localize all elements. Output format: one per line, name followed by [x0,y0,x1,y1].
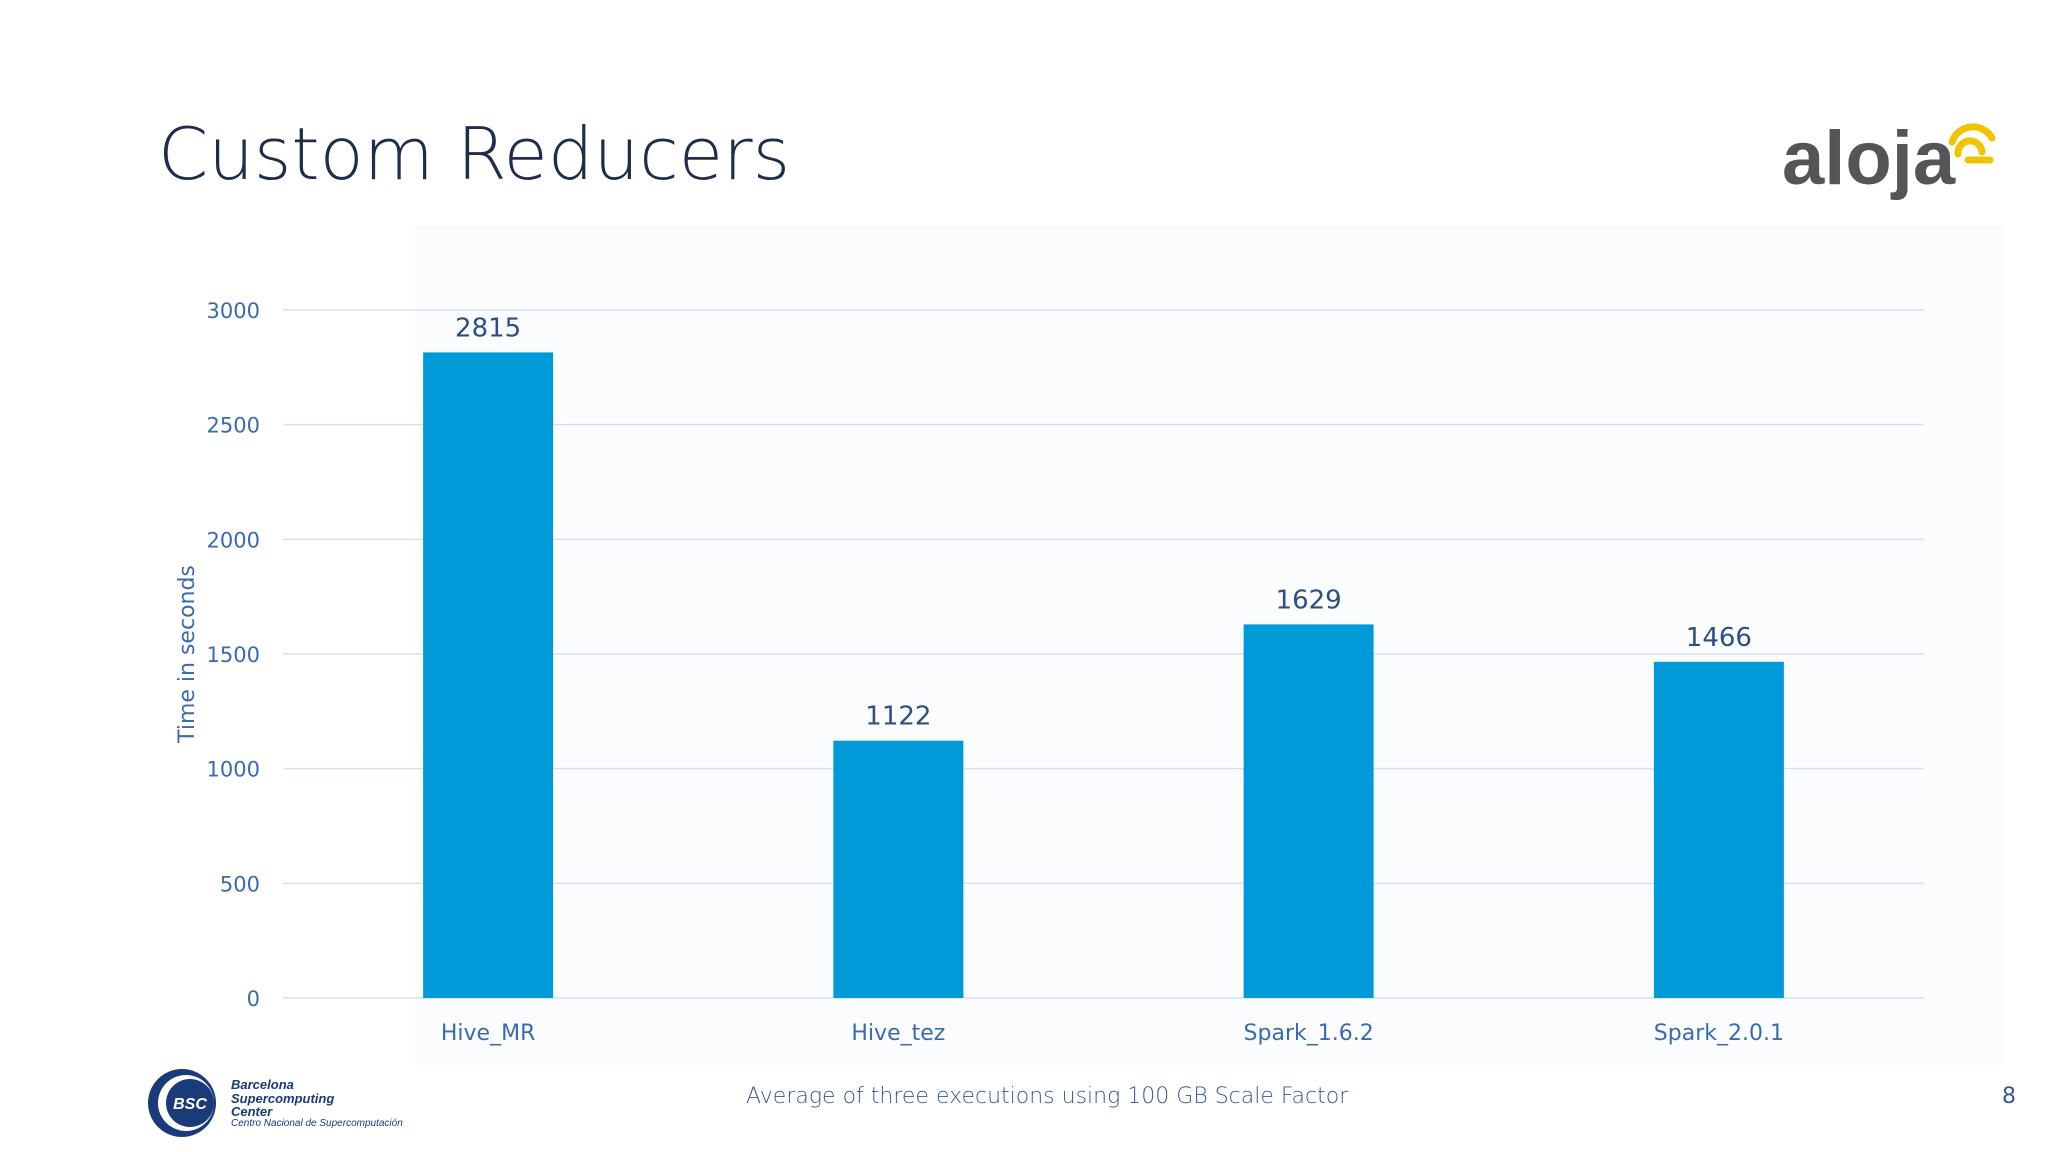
bsc-line3: Center [231,1104,273,1120]
data-label: 2815 [455,313,521,343]
bsc-emblem-icon: BSC [148,1069,216,1137]
bsc-line2: Supercomputing [231,1090,335,1106]
bar [1653,661,1784,998]
y-tick-label: 1500 [207,643,260,667]
bsc-logo: BSC [148,1069,216,1137]
footer-note: Average of three executions using 100 GB… [746,1084,1349,1109]
slide-title: Custom Reducers [158,112,791,196]
x-tick-label: Hive_MR [441,1021,535,1046]
y-tick-label: 3000 [207,299,260,323]
bsc-line1: Barcelona [231,1077,294,1092]
aloja-logo-text: aloja [1782,116,1956,201]
x-tick-label: Spark_2.0.1 [1654,1021,1784,1046]
bsc-line4: Centro Nacional de Supercomputación [231,1117,403,1129]
bsc-abbrev: BSC [173,1096,207,1113]
x-tick-label: Spark_1.6.2 [1244,1021,1374,1046]
bar [833,740,964,998]
aloja-logo: aloja [1782,116,1996,201]
data-label: 1466 [1686,623,1752,653]
y-tick-label: 0 [247,987,260,1011]
y-tick-label: 2000 [207,528,260,552]
y-tick-label: 500 [220,872,260,896]
x-tick-label: Hive_tez [851,1021,945,1046]
bar [423,352,554,999]
bar [1243,624,1374,998]
bsc-name: Barcelona Supercomputing Center Centro N… [231,1078,403,1129]
wifi-icon [1948,123,1996,164]
page-number: 8 [2002,1084,2016,1109]
y-tick-label: 2500 [207,414,260,438]
y-tick-label: 1000 [207,758,260,782]
y-axis-label: Time in seconds [175,565,200,744]
data-label: 1629 [1276,585,1342,615]
data-label: 1122 [865,702,931,732]
